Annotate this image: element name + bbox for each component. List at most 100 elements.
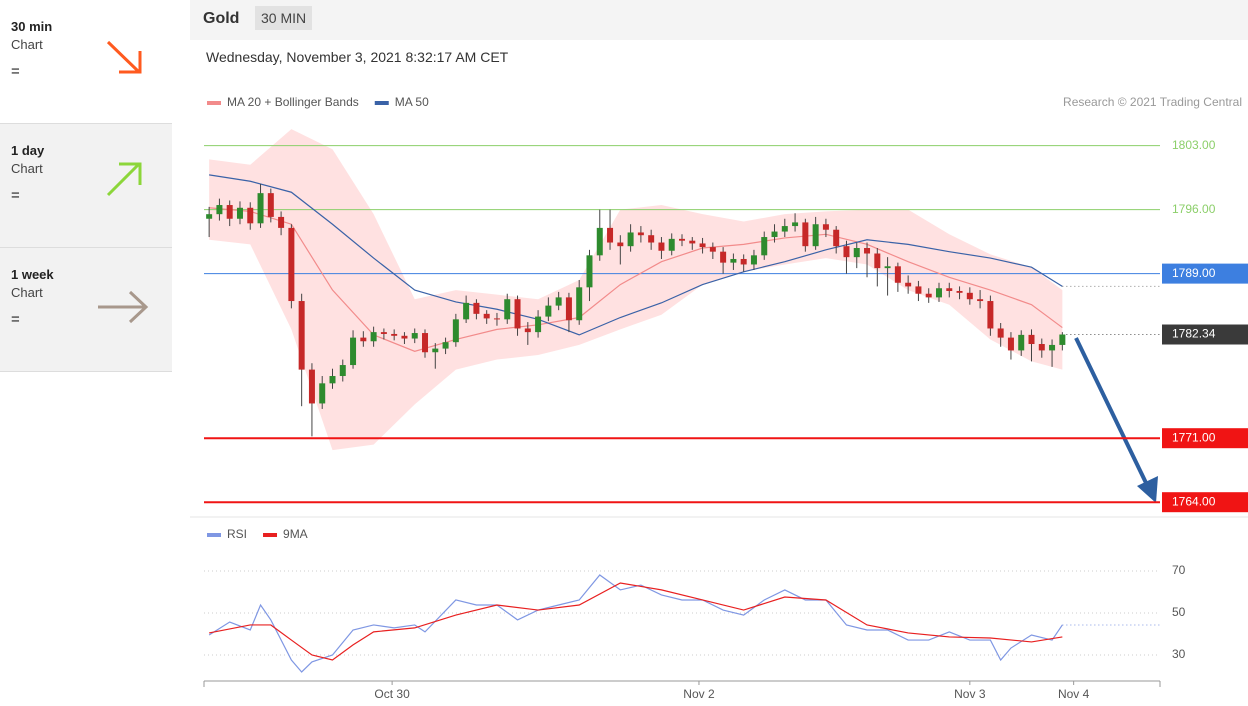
legend-swatch — [207, 533, 221, 537]
candle-body — [463, 302, 470, 320]
trend-arrow — [106, 162, 142, 197]
candle-body — [576, 287, 583, 321]
legend-swatch — [207, 101, 221, 105]
candle-body — [658, 242, 665, 251]
candle-body — [514, 299, 521, 329]
period: 1 week — [11, 267, 54, 282]
legend-swatch — [263, 533, 278, 537]
level-label-box — [1162, 428, 1248, 449]
candle-body — [267, 193, 274, 217]
candle-body — [350, 337, 357, 366]
level-label: 1764.00 — [1172, 494, 1216, 508]
timeframe-card[interactable]: 1 day Chart = — [0, 124, 172, 248]
legend-label: MA 50 — [395, 95, 429, 109]
candle-body — [565, 297, 572, 321]
candle-body — [781, 226, 788, 232]
candle-body — [524, 328, 531, 333]
level-label-box — [1162, 263, 1248, 284]
candle-body — [452, 319, 459, 343]
candle-body — [956, 290, 963, 293]
x-tick-label: Oct 30 — [374, 687, 410, 701]
candle-body — [648, 235, 655, 243]
candle-body — [493, 318, 500, 320]
timestamp: Wednesday, November 3, 2021 8:32:17 AM C… — [206, 49, 509, 65]
timeframe: 30 MIN — [255, 6, 313, 30]
x-tick-label: Nov 3 — [954, 687, 986, 701]
candle-body — [247, 207, 254, 224]
candle-body — [1018, 334, 1025, 351]
trend-arrow — [106, 40, 142, 74]
candle-body — [637, 232, 644, 236]
candle-body — [771, 231, 778, 238]
ma20-line — [209, 207, 1063, 352]
candle-body — [226, 205, 233, 219]
candle-body — [1028, 334, 1035, 345]
candle-body — [236, 207, 243, 219]
candle-body — [925, 293, 932, 298]
candle-body — [535, 316, 542, 333]
candle-body — [843, 246, 850, 258]
legend-label: MA 20 + Bollinger Bands — [227, 95, 359, 109]
candle-body — [699, 243, 706, 248]
candle-body — [812, 224, 819, 247]
timeframe-card[interactable]: 1 week Chart = — [0, 248, 172, 372]
candle-body — [1049, 344, 1056, 351]
candle-body — [308, 369, 315, 404]
candle-body — [977, 299, 984, 302]
candle-body — [401, 335, 408, 339]
candle-body — [750, 255, 757, 265]
period: 1 day — [11, 143, 45, 158]
legend-swatch — [374, 101, 389, 105]
candle-body — [894, 266, 901, 283]
card-label: Chart — [11, 37, 43, 52]
level-label: 1771.00 — [1172, 430, 1216, 444]
candle-body — [792, 222, 799, 227]
ma50-line — [209, 174, 1063, 336]
candle-body — [864, 248, 871, 254]
candle-body — [422, 333, 429, 353]
candle-body — [946, 288, 953, 291]
current-price-box — [1162, 324, 1248, 345]
card-label: Chart — [11, 285, 43, 300]
candle-body — [915, 286, 922, 294]
candle-body — [627, 232, 634, 247]
candle-body — [607, 227, 614, 243]
y-tick-label: 50 — [1172, 605, 1186, 619]
candle-body — [391, 333, 398, 336]
current-price-label: 1782.34 — [1172, 327, 1216, 341]
candle-body — [874, 253, 881, 269]
candle-body — [1007, 337, 1014, 351]
candle-body — [822, 224, 829, 230]
y-tick-label: 70 — [1172, 563, 1186, 577]
candle-body — [473, 302, 480, 314]
candle-body — [432, 348, 439, 353]
card-label: Chart — [11, 161, 43, 176]
forecast-arrow — [1074, 337, 1158, 503]
legend-label: RSI — [227, 527, 247, 541]
candle-body — [679, 238, 685, 241]
candle-body — [298, 301, 305, 370]
candle-body — [709, 247, 716, 252]
candle-body — [586, 255, 593, 288]
candle-body — [380, 332, 387, 334]
candle-body — [216, 205, 223, 215]
level-label-box — [1162, 492, 1248, 513]
period: 30 min — [11, 19, 53, 34]
candle-body — [339, 365, 346, 377]
candle-body — [884, 266, 891, 269]
signal: = — [11, 63, 20, 80]
timeframe-card[interactable]: 30 min Chart = — [0, 0, 172, 124]
candle-body — [740, 258, 747, 265]
candle-body — [288, 227, 295, 302]
signal: = — [11, 187, 20, 204]
candle-body — [360, 337, 367, 342]
level-label: 1796.00 — [1172, 202, 1216, 216]
candle-body — [720, 251, 727, 263]
level-label: 1789.00 — [1172, 266, 1216, 280]
candle-body — [668, 238, 675, 251]
top-bar: Gold 30 MIN — [190, 0, 1248, 40]
candle-body — [730, 258, 737, 263]
candle-body — [997, 328, 1004, 338]
